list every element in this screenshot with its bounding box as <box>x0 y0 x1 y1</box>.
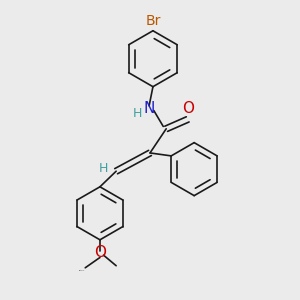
Text: H: H <box>99 162 109 175</box>
Text: O: O <box>182 100 194 116</box>
Text: Br: Br <box>145 14 160 28</box>
Text: H: H <box>133 107 142 120</box>
Text: O: O <box>94 245 106 260</box>
Text: methoxy: methoxy <box>79 270 85 272</box>
Text: N: N <box>143 101 155 116</box>
